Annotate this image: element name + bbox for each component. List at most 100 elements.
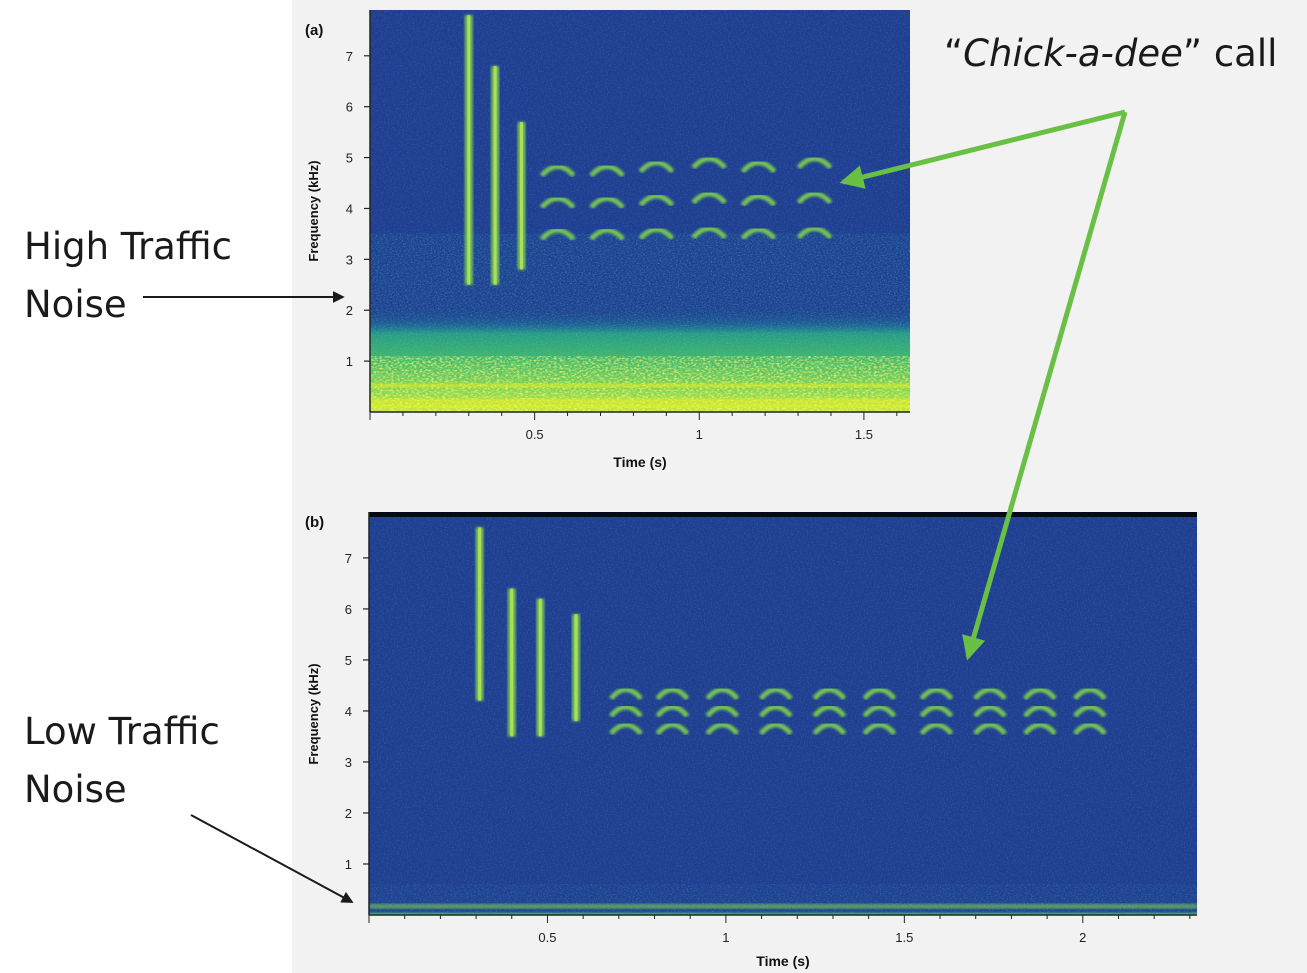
plot-area [369,512,1197,915]
y-tick-label: 5 [345,653,352,668]
dee-harmonic [1073,722,1107,736]
dee-harmonic [796,191,833,205]
y-axis-label: Frequency (kHz) [306,663,321,764]
dee-harmonic [1023,687,1057,701]
chickadee-call-label: “Chick-a-dee” call [944,32,1277,75]
dee-harmonic [973,704,1007,718]
dee-harmonic [638,193,675,207]
y-tick-label: 7 [345,551,352,566]
dee-harmonic [638,226,675,241]
high-traffic-noise-label: High Traffic Noise [24,218,232,334]
y-tick-label: 3 [346,252,353,267]
dee-harmonic [796,226,833,240]
dee-harmonic [919,722,954,736]
dee-harmonic [919,687,954,701]
plot-area [370,10,910,412]
dee-harmonic [758,687,793,701]
dee-harmonic [812,704,847,718]
dee-harmonic [973,687,1007,701]
annotation-arrows [143,109,1128,903]
dee-harmonic [973,722,1007,736]
peak-noise-line [370,398,910,403]
dee-harmonic [740,160,777,174]
y-tick-label: 3 [345,755,352,770]
chick-note-core [493,65,497,285]
chick-note-core [467,15,471,285]
dee-harmonic [1023,722,1057,736]
dee-harmonic [539,195,576,210]
dee-harmonic [740,226,777,241]
high-traffic-label-line-1: High Traffic [24,225,232,268]
spectrogram-panel-a: 1 2 3 4 5 6 7 0.5 1 1.5 Time (s) Frequency (kHz) (a) [305,10,910,470]
x-tick-label: 1.5 [895,930,913,945]
panel-label: (a) [305,22,323,39]
low-traffic-noise-label: Low Traffic Noise [24,703,220,819]
spectrogram-panel-b: 1 2 3 4 5 6 7 0.5 1 1.5 2 Time (s) Frequency (kHz) (b… [305,512,1197,969]
dee-harmonic [705,722,740,736]
arrow-low-traffic-noise [190,814,354,903]
chick-note-core [574,614,578,722]
y-tick-label: 2 [345,806,352,821]
x-tick-label: 1.5 [855,427,873,442]
y-axis-label: Frequency (kHz) [306,160,321,261]
low-traffic-label-line-2: Noise [24,768,127,811]
dee-harmonic [589,195,625,210]
dee-harmonic [758,704,793,718]
dee-harmonic [539,164,576,178]
chick-note-core [510,588,514,737]
low-traffic-label-line-1: Low Traffic [24,710,220,753]
dee-harmonic [862,722,897,736]
dee-harmonic [796,156,833,170]
dee-harmonic [1023,704,1057,718]
dee-harmonic [862,704,897,718]
dee-harmonic [655,722,690,736]
x-axis-label: Time (s) [756,953,809,969]
call-quote-open: “ [944,32,964,75]
dee-harmonic [740,193,777,207]
dee-harmonic [691,226,728,240]
y-tick-label: 2 [346,303,353,318]
dee-harmonic [812,687,847,701]
x-tick-label: 2 [1079,930,1086,945]
dee-harmonic [691,156,728,170]
chick-note-core [519,121,523,270]
y-tick-label: 5 [346,151,353,166]
panel-label: (b) [305,514,324,531]
dee-harmonic [705,687,740,701]
y-tick-label: 1 [346,354,353,369]
dee-harmonic [609,722,643,736]
dee-harmonic [1073,687,1107,701]
y-tick-label: 7 [346,49,353,64]
spectrogram-panels: 1 2 3 4 5 6 7 0.5 1 1.5 Time (s) Frequency (kHz) (a)… [305,10,1197,969]
x-tick-label: 0.5 [526,427,544,442]
call-name: Chick-a-dee [963,32,1183,75]
call-suffix: ” call [1182,32,1278,75]
y-tick-label: 6 [345,602,352,617]
dee-harmonic [758,722,793,736]
high-traffic-label-line-2: Noise [24,283,127,326]
dee-harmonic [705,704,740,718]
dee-harmonic [919,704,954,718]
chick-note-core [538,598,542,737]
x-axis-label: Time (s) [613,454,666,470]
arrow-to-panel-b-call [962,111,1128,661]
background-speckle [369,512,1197,915]
dee-harmonic [655,704,690,718]
peak-noise-line [370,383,910,388]
dee-harmonic [589,164,625,178]
y-tick-label: 1 [345,857,352,872]
x-tick-label: 1 [696,427,703,442]
noise-band-texture [369,884,1197,915]
peak-noise-line [370,403,910,408]
dee-harmonic [655,687,690,701]
dee-harmonic [1073,704,1107,718]
chick-note-core [478,527,482,701]
dee-harmonic [638,160,675,174]
dee-harmonic [589,227,625,242]
peak-noise-line [369,903,1197,909]
dee-harmonic [691,191,728,205]
top-edge-band [369,512,1197,517]
y-tick-label: 4 [345,704,352,719]
arrow-to-panel-a-call [839,109,1126,189]
